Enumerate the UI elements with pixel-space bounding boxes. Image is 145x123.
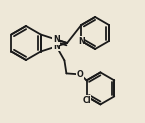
Text: N: N (53, 35, 60, 44)
Text: N: N (78, 37, 85, 46)
Text: N: N (53, 42, 60, 51)
Text: Cl: Cl (82, 96, 91, 105)
Text: O: O (77, 70, 84, 79)
